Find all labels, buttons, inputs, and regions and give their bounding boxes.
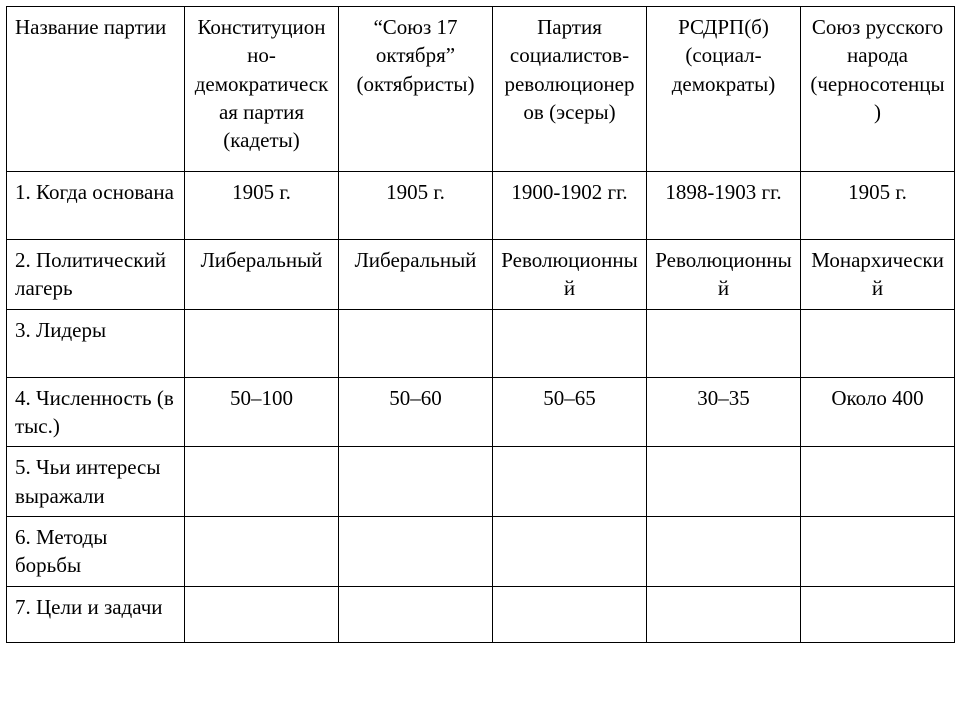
cell bbox=[647, 447, 801, 517]
cell bbox=[801, 309, 955, 377]
table-row: 4. Численность (в тыс.) 50–100 50–60 50–… bbox=[7, 377, 955, 447]
cell bbox=[185, 309, 339, 377]
cell: 1905 г. bbox=[339, 172, 493, 240]
cell bbox=[185, 586, 339, 642]
cell bbox=[801, 517, 955, 587]
header-party-0: Конституционно-демократическая партия (к… bbox=[185, 7, 339, 172]
table-row: 5. Чьи интересы выражали bbox=[7, 447, 955, 517]
cell: Монархический bbox=[801, 240, 955, 310]
cell bbox=[185, 447, 339, 517]
cell bbox=[493, 586, 647, 642]
cell bbox=[339, 447, 493, 517]
row-label: 6. Методы борьбы bbox=[7, 517, 185, 587]
cell: 1898-1903 гг. bbox=[647, 172, 801, 240]
table-header-row: Название партии Конституционно-демократи… bbox=[7, 7, 955, 172]
row-label: 3. Лидеры bbox=[7, 309, 185, 377]
table-row: 3. Лидеры bbox=[7, 309, 955, 377]
header-party-1: “Союз 17 октября” (октябристы) bbox=[339, 7, 493, 172]
cell bbox=[493, 309, 647, 377]
cell bbox=[647, 517, 801, 587]
cell bbox=[339, 517, 493, 587]
cell bbox=[339, 309, 493, 377]
cell bbox=[647, 586, 801, 642]
header-label: Название партии bbox=[7, 7, 185, 172]
cell: 1905 г. bbox=[801, 172, 955, 240]
cell: Либеральный bbox=[185, 240, 339, 310]
cell bbox=[493, 517, 647, 587]
cell: Революционный bbox=[647, 240, 801, 310]
cell: Около 400 bbox=[801, 377, 955, 447]
cell bbox=[185, 517, 339, 587]
row-label: 4. Численность (в тыс.) bbox=[7, 377, 185, 447]
row-label: 7. Цели и задачи bbox=[7, 586, 185, 642]
cell: Революционный bbox=[493, 240, 647, 310]
table-row: 7. Цели и задачи bbox=[7, 586, 955, 642]
cell: 50–100 bbox=[185, 377, 339, 447]
table-row: 2. Политический лагерь Либеральный Либер… bbox=[7, 240, 955, 310]
cell bbox=[801, 586, 955, 642]
cell: 1900-1902 гг. bbox=[493, 172, 647, 240]
cell bbox=[339, 586, 493, 642]
cell bbox=[493, 447, 647, 517]
cell: Либеральный bbox=[339, 240, 493, 310]
cell bbox=[801, 447, 955, 517]
cell: 30–35 bbox=[647, 377, 801, 447]
table-row: 6. Методы борьбы bbox=[7, 517, 955, 587]
cell: 50–60 bbox=[339, 377, 493, 447]
header-party-2: Партия социалистов-революционеров (эсеры… bbox=[493, 7, 647, 172]
cell: 1905 г. bbox=[185, 172, 339, 240]
parties-table: Название партии Конституционно-демократи… bbox=[6, 6, 955, 643]
row-label: 2. Политический лагерь bbox=[7, 240, 185, 310]
cell: 50–65 bbox=[493, 377, 647, 447]
table-row: 1. Когда основана 1905 г. 1905 г. 1900-1… bbox=[7, 172, 955, 240]
cell bbox=[647, 309, 801, 377]
row-label: 1. Когда основана bbox=[7, 172, 185, 240]
header-party-4: Союз русского народа (черносотенцы) bbox=[801, 7, 955, 172]
header-party-3: РСДРП(б) (социал-демократы) bbox=[647, 7, 801, 172]
row-label: 5. Чьи интересы выражали bbox=[7, 447, 185, 517]
